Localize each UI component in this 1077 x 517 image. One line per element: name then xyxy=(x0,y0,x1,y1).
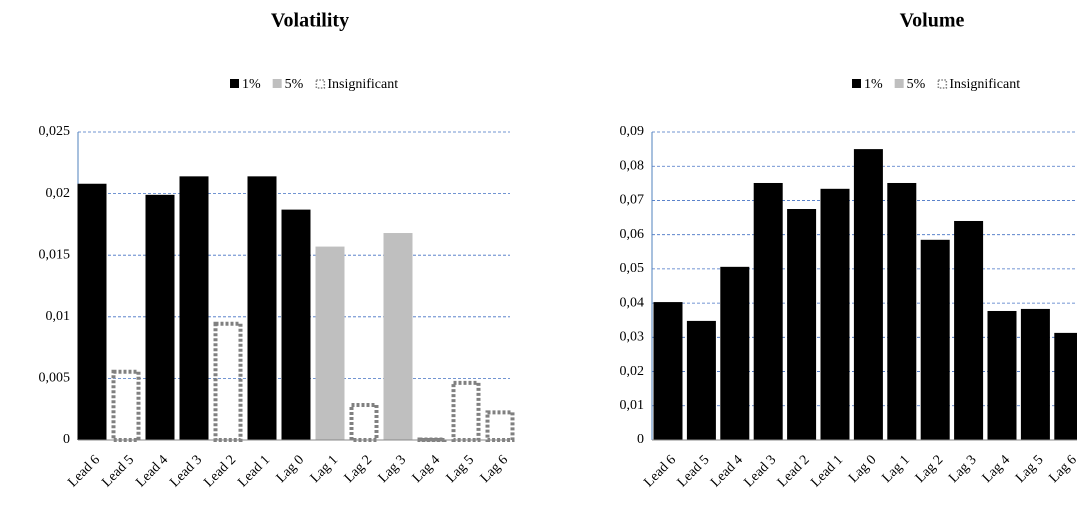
x-tick-label: Lag 3 xyxy=(946,452,979,485)
x-tick-label: Lead 1 xyxy=(235,452,273,490)
bar xyxy=(987,310,1017,440)
x-tick-label: Lead 6 xyxy=(641,452,679,490)
legend-label: Insignificant xyxy=(327,77,398,92)
x-tick-label: Lag 3 xyxy=(376,452,409,485)
y-tick-label: 0,03 xyxy=(620,330,645,345)
x-tick-label: Lag 2 xyxy=(913,452,946,485)
legend-label: 1% xyxy=(864,77,883,92)
legend-label: 1% xyxy=(242,77,261,92)
x-tick-label: Lead 6 xyxy=(65,452,103,490)
x-tick-label: Lead 2 xyxy=(775,452,813,490)
bar xyxy=(145,194,175,440)
bar xyxy=(349,403,379,443)
x-tick-label: Lag 4 xyxy=(410,452,443,485)
y-tick-label: 0,005 xyxy=(39,371,71,386)
legend-swatch xyxy=(852,79,861,88)
legend-swatch xyxy=(937,79,948,89)
bar xyxy=(920,239,950,440)
y-tick-label: 0,02 xyxy=(620,364,645,379)
x-tick-label: Lead 2 xyxy=(201,452,239,490)
y-tick-label: 0,015 xyxy=(39,247,71,262)
x-tick-label: Lead 4 xyxy=(133,452,171,490)
bar xyxy=(753,182,783,441)
y-tick-label: 0,02 xyxy=(46,186,71,201)
bar xyxy=(1054,332,1077,440)
chart: Volatility 1% 5% Insignificant 0 0,005 0,01 0,0… xyxy=(39,10,515,490)
x-tick-label: Lead 3 xyxy=(167,452,205,490)
bar xyxy=(77,183,107,440)
bar xyxy=(820,188,850,440)
legend-label: 5% xyxy=(285,77,304,92)
bar xyxy=(1020,308,1050,440)
x-tick-label: Lead 5 xyxy=(675,452,713,490)
y-tick-label: 0,01 xyxy=(620,398,645,413)
bar xyxy=(451,380,481,443)
x-tick-label: Lead 5 xyxy=(99,452,137,490)
y-tick-label: 0 xyxy=(637,432,644,447)
bar xyxy=(111,369,141,442)
bar xyxy=(686,320,716,440)
chart: Volume 1% 5% Insignificant 0 0,01 0,02 0,03 0,04… xyxy=(620,10,1077,490)
x-tick-label: Lead 1 xyxy=(808,452,846,490)
legend-swatch xyxy=(315,79,326,89)
bar xyxy=(281,209,311,440)
bar xyxy=(179,176,209,441)
y-tick-label: 0,01 xyxy=(46,309,71,324)
chart-title: Volume xyxy=(900,10,965,32)
bar xyxy=(720,266,750,440)
chart-title: Volatility xyxy=(271,10,349,32)
bar xyxy=(887,182,917,441)
x-tick-label: Lead 3 xyxy=(741,452,779,490)
x-tick-label: Lag 4 xyxy=(980,452,1013,485)
x-tick-label: Lag 2 xyxy=(342,452,375,485)
bar xyxy=(653,302,683,440)
y-tick-label: 0,09 xyxy=(620,124,645,139)
bar xyxy=(954,220,984,440)
bar xyxy=(485,410,515,443)
x-tick-label: Lag 1 xyxy=(308,452,341,485)
x-tick-label: Lag 0 xyxy=(274,452,307,485)
bar xyxy=(787,209,817,440)
y-tick-label: 0,04 xyxy=(620,295,645,310)
bar xyxy=(315,246,345,440)
y-tick-label: 0,05 xyxy=(620,261,645,276)
x-tick-label: Lag 5 xyxy=(444,452,477,485)
bar xyxy=(213,321,243,442)
legend-swatch xyxy=(894,79,904,88)
x-tick-label: Lag 5 xyxy=(1013,452,1046,485)
legend-swatch xyxy=(272,79,282,88)
y-tick-label: 0,07 xyxy=(620,193,645,208)
bar xyxy=(383,233,413,440)
x-tick-label: Lead 4 xyxy=(708,452,746,490)
y-tick-label: 0,08 xyxy=(620,158,645,173)
x-tick-label: Lag 0 xyxy=(846,452,879,485)
x-tick-label: Lag 6 xyxy=(1046,452,1077,485)
y-tick-label: 0,025 xyxy=(39,124,71,139)
legend-swatch xyxy=(230,79,239,88)
bar xyxy=(247,176,277,441)
bar xyxy=(853,149,883,440)
legend-label: 5% xyxy=(907,77,926,92)
y-tick-label: 0,06 xyxy=(620,227,645,242)
legend-label: Insignificant xyxy=(949,77,1020,92)
x-tick-label: Lag 1 xyxy=(879,452,912,485)
x-tick-label: Lag 6 xyxy=(478,452,511,485)
y-tick-label: 0 xyxy=(63,432,70,447)
